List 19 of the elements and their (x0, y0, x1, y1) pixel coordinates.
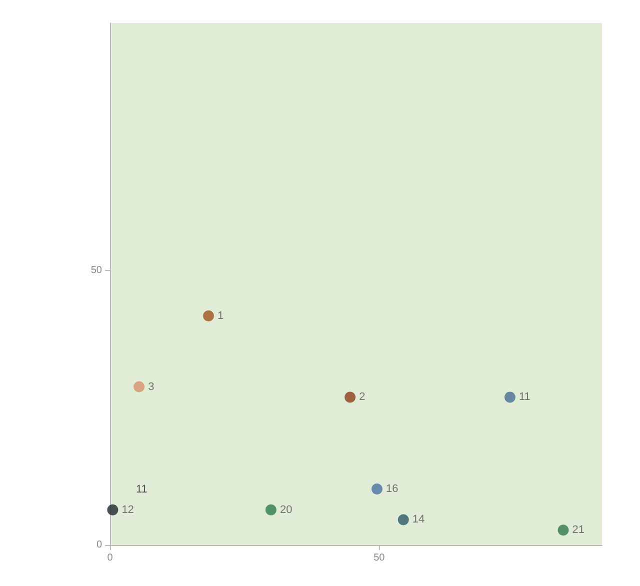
annotation: 11 (136, 484, 148, 496)
point (398, 514, 409, 526)
annotation: 16 (386, 482, 398, 495)
annotation: 2 (359, 391, 366, 404)
point (265, 504, 276, 516)
annotation: 21 (572, 524, 584, 536)
point (134, 381, 145, 392)
point (203, 310, 214, 322)
point (504, 392, 516, 403)
annotation: 12 (122, 504, 134, 516)
annotation: 3 (148, 380, 154, 393)
annotation: 11 (518, 391, 530, 404)
point (372, 483, 382, 494)
annotation: 20 (280, 504, 292, 516)
annotation: 14 (412, 514, 425, 526)
point (107, 504, 118, 516)
point (344, 392, 356, 403)
annotation: 1 (218, 310, 224, 322)
point (558, 524, 569, 536)
